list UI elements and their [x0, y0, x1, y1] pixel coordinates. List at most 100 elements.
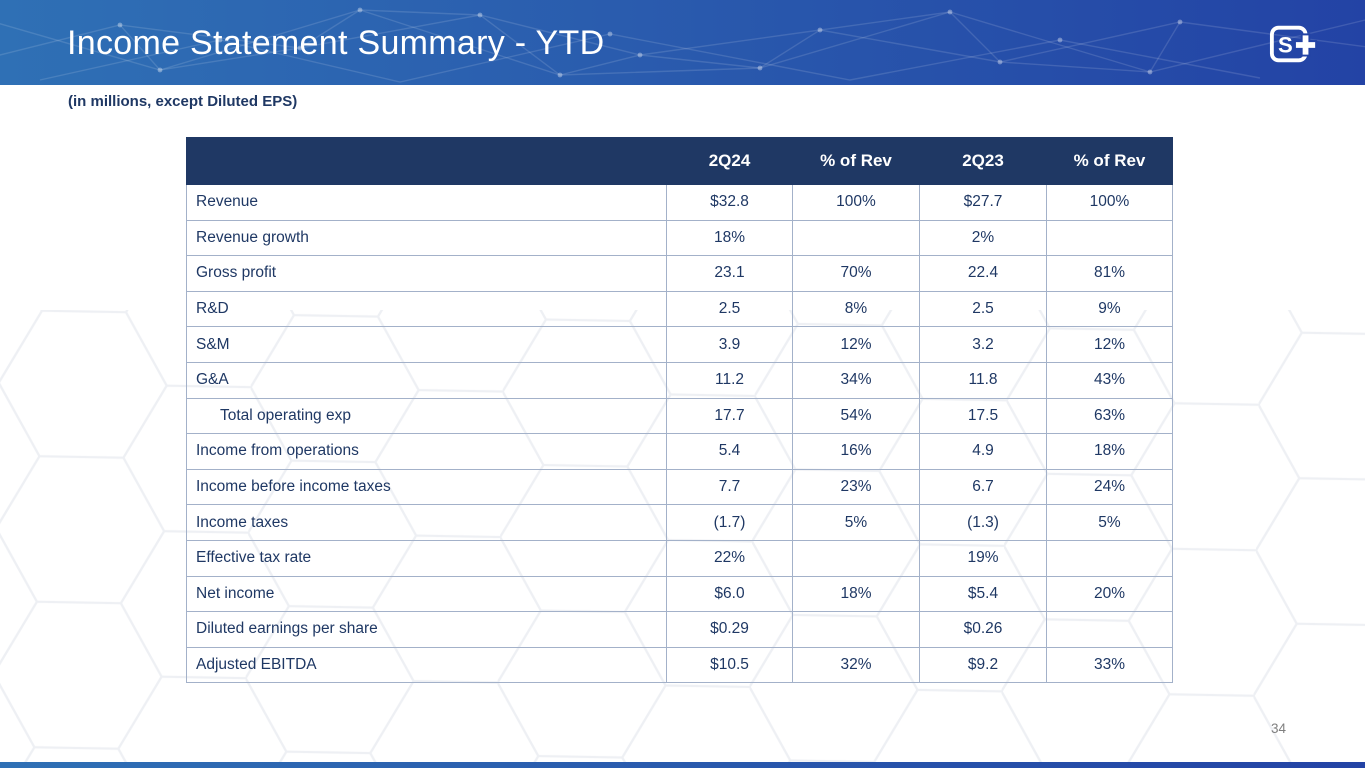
value-cell: 4.9 — [919, 433, 1047, 470]
value-cell: 32% — [792, 646, 920, 684]
row-label: Income before income taxes — [186, 468, 667, 506]
value-cell: 17.7 — [666, 397, 793, 435]
value-cell: 5% — [792, 504, 920, 541]
value-cell: 3.9 — [666, 326, 793, 363]
value-cell: 43% — [1046, 361, 1173, 399]
network-pattern — [0, 7, 1365, 83]
row-label: Income from operations — [186, 433, 667, 470]
value-cell: (1.7) — [666, 504, 793, 541]
value-cell: 2.5 — [666, 290, 793, 328]
value-cell: 5% — [1046, 504, 1173, 541]
value-cell: 63% — [1046, 397, 1173, 435]
value-cell: 17.5 — [919, 397, 1047, 435]
value-cell: 34% — [792, 361, 920, 399]
value-cell: 19% — [919, 539, 1047, 577]
table-row: Income from operations 5.4 16% 4.9 18% — [186, 433, 1173, 470]
value-cell: 2% — [919, 219, 1047, 257]
column-header: % of Rev — [1046, 137, 1173, 185]
value-cell: $32.8 — [666, 184, 793, 221]
value-cell: $27.7 — [919, 184, 1047, 221]
table-row: Total operating exp 17.7 54% 17.5 63% — [186, 397, 1173, 435]
table-row: R&D 2.5 8% 2.5 9% — [186, 290, 1173, 328]
value-cell: 18% — [666, 219, 793, 257]
value-cell: 24% — [1046, 468, 1173, 506]
column-header: % of Rev — [792, 137, 920, 185]
row-label: Total operating exp — [186, 397, 667, 435]
value-cell: 20% — [1046, 575, 1173, 613]
value-cell: $6.0 — [666, 575, 793, 613]
column-header: 2Q24 — [666, 137, 793, 185]
value-cell: 33% — [1046, 646, 1173, 684]
row-label: Gross profit — [186, 255, 667, 292]
value-cell — [792, 539, 920, 577]
value-cell: 23.1 — [666, 255, 793, 292]
row-label: Diluted earnings per share — [186, 611, 667, 648]
row-label: Adjusted EBITDA — [186, 646, 667, 684]
value-cell: 70% — [792, 255, 920, 292]
value-cell: 3.2 — [919, 326, 1047, 363]
s-plus-logo-icon: S — [1269, 25, 1318, 63]
corner-header-cell — [186, 137, 667, 185]
table-row: Gross profit 23.1 70% 22.4 81% — [186, 255, 1173, 292]
value-cell — [1046, 219, 1173, 257]
table-row: Diluted earnings per share $0.29 $0.26 — [186, 611, 1173, 648]
row-label: Revenue growth — [186, 219, 667, 257]
svg-text:S: S — [1278, 33, 1293, 58]
table-row: Adjusted EBITDA $10.5 32% $9.2 33% — [186, 646, 1173, 684]
row-label: S&M — [186, 326, 667, 363]
table-row: Net income $6.0 18% $5.4 20% — [186, 575, 1173, 613]
value-cell: 54% — [792, 397, 920, 435]
column-header: 2Q23 — [919, 137, 1047, 185]
value-cell: 2.5 — [919, 290, 1047, 328]
page-number: 34 — [1270, 721, 1286, 736]
value-cell: 9% — [1046, 290, 1173, 328]
page-title: Income Statement Summary - YTD — [67, 24, 605, 62]
table-row: Income taxes (1.7) 5% (1.3) 5% — [186, 504, 1173, 541]
value-cell: $0.29 — [666, 611, 793, 648]
table-row: G&A 11.2 34% 11.8 43% — [186, 361, 1173, 399]
table-row: S&M 3.9 12% 3.2 12% — [186, 326, 1173, 363]
table-row: Revenue growth 18% 2% — [186, 219, 1173, 257]
value-cell — [1046, 611, 1173, 648]
row-label: G&A — [186, 361, 667, 399]
table-row: Income before income taxes 7.7 23% 6.7 24% — [186, 468, 1173, 506]
value-cell: $0.26 — [919, 611, 1047, 648]
value-cell: 18% — [792, 575, 920, 613]
table-row: Revenue $32.8 100% $27.7 100% — [186, 184, 1173, 221]
value-cell: 18% — [1046, 433, 1173, 470]
value-cell: 12% — [1046, 326, 1173, 363]
value-cell: $9.2 — [919, 646, 1047, 684]
table-row: Effective tax rate 22% 19% — [186, 539, 1173, 577]
value-cell — [1046, 539, 1173, 577]
value-cell: 11.8 — [919, 361, 1047, 399]
income-statement-table: 2Q24% of Rev 2Q23% of Rev Revenue $32.8 100… — [186, 137, 1173, 684]
value-cell: 81% — [1046, 255, 1173, 292]
value-cell: 22.4 — [919, 255, 1047, 292]
value-cell: 5.4 — [666, 433, 793, 470]
value-cell: 22% — [666, 539, 793, 577]
table-body: Revenue $32.8 100% $27.7 100% Revenue growth 1… — [186, 184, 1173, 684]
value-cell: 100% — [792, 184, 920, 221]
value-cell: (1.3) — [919, 504, 1047, 541]
row-label: Net income — [186, 575, 667, 613]
value-cell: $5.4 — [919, 575, 1047, 613]
value-cell: 11.2 — [666, 361, 793, 399]
table-header-row: 2Q24% of Rev 2Q23% of Rev — [186, 137, 1173, 185]
value-cell: 16% — [792, 433, 920, 470]
row-label: R&D — [186, 290, 667, 328]
value-cell: 8% — [792, 290, 920, 328]
value-cell — [792, 611, 920, 648]
value-cell: 23% — [792, 468, 920, 506]
value-cell — [792, 219, 920, 257]
value-cell: 7.7 — [666, 468, 793, 506]
row-label: Income taxes — [186, 504, 667, 541]
value-cell: $10.5 — [666, 646, 793, 684]
value-cell: 100% — [1046, 184, 1173, 221]
value-cell: 12% — [792, 326, 920, 363]
units-note: (in millions, except Diluted EPS) — [68, 93, 298, 110]
title-banner: Income Statement Summary - YTD S — [0, 0, 1365, 85]
row-label: Revenue — [186, 184, 667, 221]
row-label: Effective tax rate — [186, 539, 667, 577]
value-cell: 6.7 — [919, 468, 1047, 506]
